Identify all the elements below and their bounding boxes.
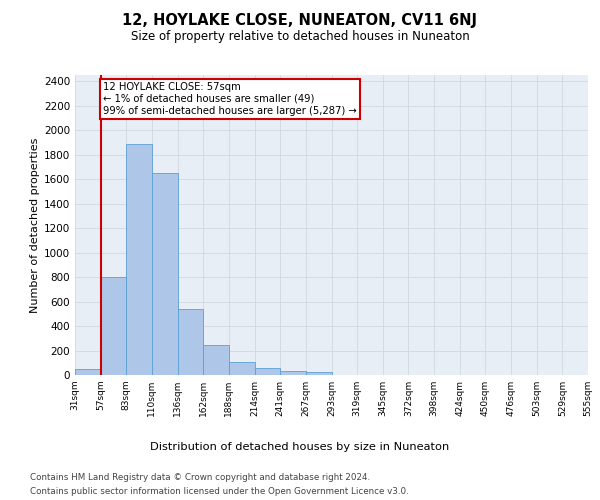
Text: Contains HM Land Registry data © Crown copyright and database right 2024.: Contains HM Land Registry data © Crown c… xyxy=(30,472,370,482)
Text: Distribution of detached houses by size in Nuneaton: Distribution of detached houses by size … xyxy=(151,442,449,452)
Text: 12 HOYLAKE CLOSE: 57sqm
← 1% of detached houses are smaller (49)
99% of semi-det: 12 HOYLAKE CLOSE: 57sqm ← 1% of detached… xyxy=(103,82,357,116)
Text: 12, HOYLAKE CLOSE, NUNEATON, CV11 6NJ: 12, HOYLAKE CLOSE, NUNEATON, CV11 6NJ xyxy=(122,12,478,28)
Bar xyxy=(127,144,152,375)
Text: Contains public sector information licensed under the Open Government Licence v3: Contains public sector information licen… xyxy=(30,488,409,496)
Bar xyxy=(75,369,101,375)
Bar xyxy=(254,368,280,375)
Y-axis label: Number of detached properties: Number of detached properties xyxy=(30,138,40,312)
Bar xyxy=(306,372,331,375)
Bar xyxy=(178,310,203,375)
Bar xyxy=(203,345,229,375)
Bar xyxy=(229,362,254,375)
Bar xyxy=(280,370,306,375)
Text: Size of property relative to detached houses in Nuneaton: Size of property relative to detached ho… xyxy=(131,30,469,43)
Bar xyxy=(101,277,127,375)
Bar xyxy=(152,173,178,375)
